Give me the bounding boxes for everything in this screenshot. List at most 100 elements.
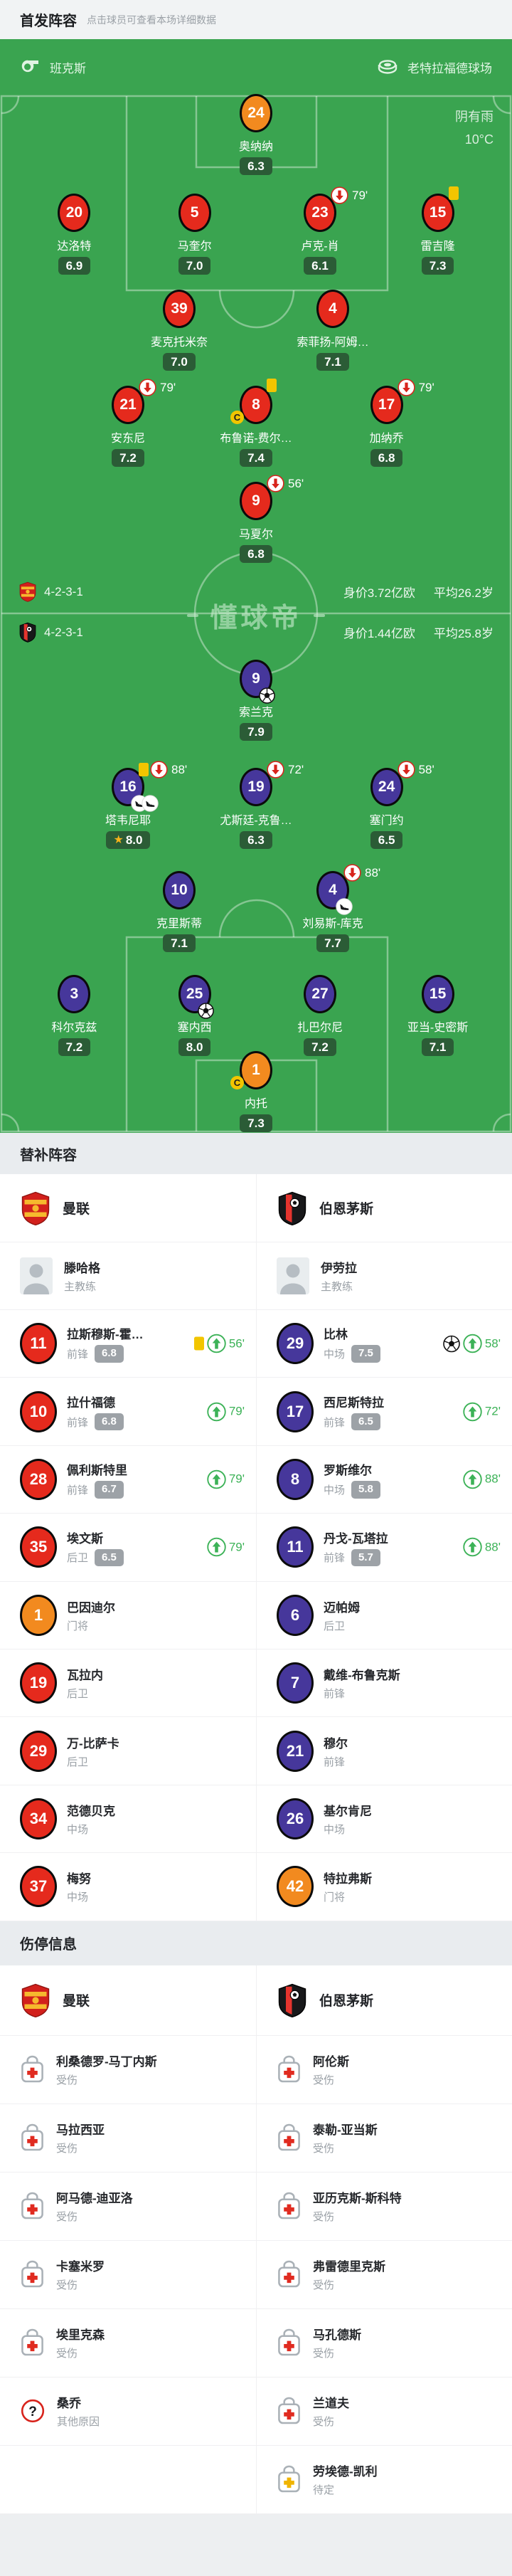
- pitch-player[interactable]: 39 麦克托米奈 7.0: [119, 290, 240, 371]
- pitch-player[interactable]: 23 79' 卢克-肖 6.1: [260, 186, 380, 275]
- pitch-player[interactable]: 3 科尔克兹 7.2: [14, 975, 134, 1057]
- player-name: 内托: [244, 1098, 267, 1110]
- team-name: 曼联: [63, 1202, 90, 1217]
- pitch-player[interactable]: 15 雷吉隆 7.3: [378, 186, 498, 275]
- pitch-player[interactable]: 5 马奎尔 7.0: [134, 194, 255, 275]
- substitute-row[interactable]: 7 戴维-布鲁克斯 前锋: [256, 1649, 512, 1718]
- medical-kit-icon: [21, 2260, 43, 2288]
- team-header-home: 曼联: [0, 1174, 256, 1242]
- player-position: 前锋: [324, 1688, 346, 1701]
- sub-rating: 6.5: [95, 1548, 124, 1567]
- injury-row[interactable]: 阿伦斯 受伤: [256, 2035, 512, 2104]
- pitch-player[interactable]: 17 79' 加纳乔 6.8: [326, 379, 447, 468]
- jersey-number: 42: [277, 1866, 314, 1908]
- injury-row[interactable]: 亚历克斯-斯科特 受伤: [256, 2172, 512, 2241]
- pitch-player[interactable]: 4 88' 刘易斯-库克 7.7: [272, 864, 393, 953]
- coach-photo: [20, 1257, 53, 1294]
- injury-row[interactable]: 马拉西亚 受伤: [0, 2103, 256, 2173]
- substitute-row[interactable]: 26 基尔肯尼 中场: [256, 1785, 512, 1854]
- pitch-player[interactable]: 8 C 布鲁诺-费尔… 7.4: [196, 379, 316, 468]
- substitute-row[interactable]: 17 西尼斯特拉 前锋 6.5 72': [256, 1378, 512, 1446]
- player-rating: 7.2: [58, 1038, 91, 1057]
- injury-row[interactable]: 泰勒-亚当斯 受伤: [256, 2103, 512, 2173]
- pitch-player[interactable]: 19 72' 尤斯廷-克鲁… 6.3: [196, 761, 316, 850]
- injury-row[interactable]: 弗雷德里克斯 受伤: [256, 2240, 512, 2309]
- player-name: 利桑德罗-马丁内斯: [56, 2055, 157, 2069]
- player-rating: 7.0: [163, 353, 196, 371]
- pitch-player[interactable]: 21 79' 安东尼 7.2: [68, 379, 188, 468]
- pitch-player[interactable]: 4 索菲扬-阿姆… 7.1: [272, 290, 393, 371]
- injury-status: 受伤: [56, 2143, 78, 2155]
- injury-status: 受伤: [56, 2348, 78, 2360]
- player-name: 埃文斯: [67, 1531, 103, 1546]
- substitute-row[interactable]: 28 佩利斯特里 前锋 6.7 79': [0, 1445, 256, 1514]
- coach-row[interactable]: 滕哈格 主教练: [0, 1242, 256, 1310]
- sub-on-icon: [463, 1538, 482, 1557]
- substitute-row[interactable]: 29 比林 中场 7.5 58': [256, 1310, 512, 1378]
- sub-on-badges: 79': [207, 1402, 245, 1421]
- substitute-row[interactable]: 19 瓦拉内 后卫: [0, 1649, 256, 1718]
- coach-row[interactable]: 伊劳拉 主教练: [256, 1242, 512, 1310]
- player-rating: 7.7: [316, 934, 349, 953]
- substitute-row[interactable]: 11 丹戈-瓦塔拉 前锋 5.7 88': [256, 1514, 512, 1582]
- yellow-card-icon: [139, 763, 149, 776]
- player-rating: 7.0: [178, 257, 211, 275]
- injury-status: 受伤: [313, 2143, 335, 2155]
- player-position: 前锋: [67, 1484, 89, 1496]
- player-name: 亚历克斯-斯科特: [313, 2192, 402, 2206]
- sub-on-icon: [463, 1402, 482, 1421]
- coach-photo: [277, 1257, 309, 1294]
- jersey-number: 9: [240, 482, 272, 520]
- player-name: 阿马德-迪亚洛: [56, 2192, 133, 2206]
- injury-row[interactable]: 兰道夫 受伤: [256, 2377, 512, 2446]
- injury-row[interactable]: 马孔德斯 受伤: [256, 2308, 512, 2377]
- player-name: 麦克托米奈: [150, 337, 208, 349]
- pitch-player[interactable]: 10 克里斯蒂 7.1: [119, 871, 240, 953]
- pitch-player[interactable]: 27 扎巴尔尼 7.2: [260, 975, 380, 1057]
- substitute-row[interactable]: 21 穆尔 前锋: [256, 1717, 512, 1785]
- injury-row[interactable]: 埃里克森 受伤: [0, 2308, 256, 2377]
- pitch-player[interactable]: 20 达洛特 6.9: [14, 194, 134, 275]
- pitch-player[interactable]: 15 亚当-史密斯 7.1: [378, 975, 498, 1057]
- substitute-row[interactable]: 35 埃文斯 后卫 6.5 79': [0, 1514, 256, 1582]
- substitute-row[interactable]: 37 梅努 中场: [0, 1853, 256, 1921]
- pitch-player[interactable]: 9 索兰克 7.9: [196, 660, 316, 741]
- pitch-player[interactable]: 24 奥纳纳 6.3: [196, 94, 316, 176]
- player-top-badges: 58': [397, 761, 434, 778]
- player-name: 达洛特: [57, 241, 92, 253]
- pitch-player[interactable]: 9 56' 马夏尔 6.8: [196, 475, 316, 564]
- pitch-player[interactable]: 1 C 内托 7.3: [196, 1051, 316, 1133]
- sub-rating: 7.5: [351, 1345, 380, 1363]
- substitute-row[interactable]: 29 万-比萨卡 后卫: [0, 1717, 256, 1785]
- injury-row[interactable]: 利桑德罗-马丁内斯 受伤: [0, 2035, 256, 2104]
- manutd-crest: [21, 1191, 50, 1225]
- player-rating: 7.1: [163, 934, 196, 953]
- team-header-away: 伯恩茅斯: [256, 1174, 512, 1242]
- watermark: 懂球帝: [0, 596, 512, 635]
- substitute-row[interactable]: 11 拉斯穆斯-霍… 前锋 6.8 56': [0, 1310, 256, 1378]
- substitute-row[interactable]: 42 特拉弗斯 门将: [256, 1853, 512, 1921]
- pitch-player[interactable]: 25 塞内西 8.0: [134, 975, 255, 1057]
- substitute-row[interactable]: 1 巴因迪尔 门将: [0, 1581, 256, 1649]
- substitute-row[interactable]: 34 范德贝克 中场: [0, 1785, 256, 1854]
- substitute-row[interactable]: 6 迈帕姆 后卫: [256, 1581, 512, 1649]
- page-footer-space: [0, 2513, 512, 2576]
- sub-on-minute: 88': [484, 1540, 501, 1554]
- injury-row[interactable]: 劳埃德-凯利 待定: [256, 2445, 512, 2514]
- player-position: 门将: [324, 1891, 346, 1904]
- pitch-player[interactable]: 24 58' 塞门约 6.5: [326, 761, 447, 850]
- injury-row[interactable]: 卡塞米罗 受伤: [0, 2240, 256, 2309]
- injury-row[interactable]: 阿马德-迪亚洛 受伤: [0, 2172, 256, 2241]
- substitute-row[interactable]: 10 拉什福德 前锋 6.8 79': [0, 1378, 256, 1446]
- player-rating: 7.1: [316, 353, 349, 371]
- injury-row[interactable]: ? 桑乔 其他原因: [0, 2377, 256, 2446]
- jersey-number: 24: [370, 768, 403, 806]
- player-top-badges: 88': [139, 761, 187, 778]
- section-header-substitutes: 替补阵容: [0, 1133, 512, 1174]
- pitch-player[interactable]: 16 88' 塔韦尼耶 ★ 8.0: [68, 761, 188, 850]
- page-title: 首发阵容: [20, 14, 77, 29]
- substitute-row[interactable]: 8 罗斯维尔 中场 5.8 88': [256, 1445, 512, 1514]
- jersey-number: 23: [304, 194, 336, 232]
- jersey-number: 21: [112, 386, 144, 424]
- player-position: 前锋: [324, 1552, 346, 1565]
